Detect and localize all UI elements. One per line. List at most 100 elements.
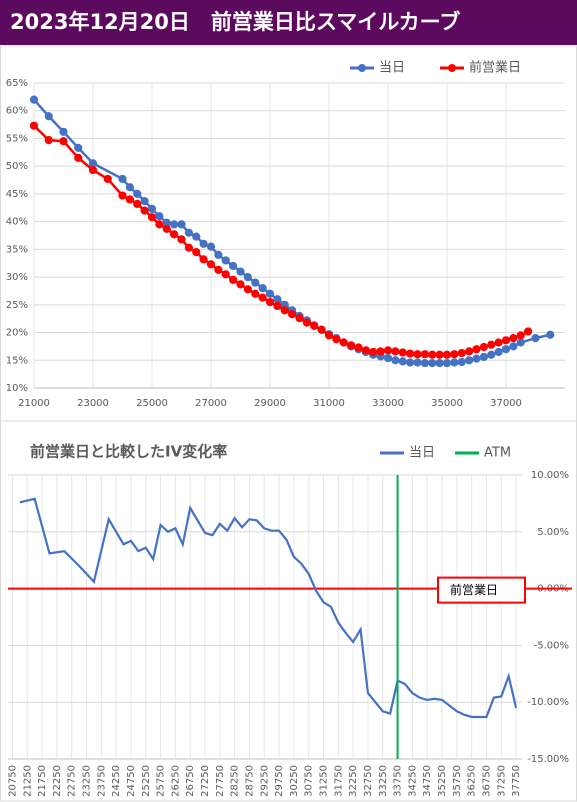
marker [391,347,400,356]
marker [494,347,503,357]
x-tick-label: 37750 [511,765,522,797]
x-tick-label: 28750 [244,765,255,797]
marker [435,350,444,359]
marker [59,137,68,146]
marker [332,335,341,344]
marker [147,213,157,222]
x-tick-label: 23250 [82,765,93,797]
x-tick-label: 31750 [333,765,344,797]
marker [243,285,252,294]
marker [229,275,238,284]
reference-box [437,576,526,604]
marker [133,199,142,208]
y-tick-label: 65% [6,78,28,89]
marker [140,197,149,206]
marker [125,183,134,192]
marker [236,267,245,276]
x-tick-label: 35750 [452,765,463,797]
marker [428,358,437,368]
legend-label: 当日 [379,61,405,76]
marker [59,127,68,136]
marker [501,345,511,354]
marker [420,350,429,359]
x-tick-label: 32250 [348,765,359,797]
x-tick-label: 25750 [156,765,167,797]
marker [516,338,525,347]
marker [273,301,282,311]
marker [29,95,39,104]
marker [251,289,260,298]
x-tick-label: 21250 [22,765,33,797]
y-tick-label: 5.00% [537,527,569,538]
x-tick-label: 35000 [431,398,463,409]
y-tick-label: 10.00% [531,470,569,481]
marker [184,243,193,252]
marker [251,278,260,287]
marker [199,239,208,248]
marker [442,358,452,368]
x-tick-label: 23750 [96,765,107,797]
marker [140,206,149,215]
marker [125,195,134,204]
legend-label: 前営業日 [469,60,521,76]
marker [155,220,164,229]
marker [465,347,474,356]
x-tick-label: 37250 [496,765,507,797]
marker [265,297,275,307]
y-tick-label: 60% [6,106,28,117]
marker [531,333,540,343]
marker [428,350,437,359]
marker [206,260,216,269]
x-tick-label: 26250 [170,765,181,797]
x-tick-label: 33250 [378,765,389,797]
marker [472,345,481,354]
x-tick-label: 20750 [7,765,18,797]
marker [472,354,481,363]
marker [501,336,511,345]
marker [516,331,525,340]
y-tick-label: 50% [6,161,28,172]
x-tick-label: 29250 [259,765,270,797]
x-tick-label: 37000 [490,398,522,409]
marker [88,165,98,175]
marker [391,356,400,365]
marker [524,327,533,336]
marker [258,293,267,302]
marker [487,350,496,359]
chart-title: 前営業日と比較したIV変化率 [30,443,227,461]
marker [162,224,171,233]
marker [118,191,127,200]
marker [339,338,348,347]
marker [133,189,142,199]
marker [118,174,127,184]
x-tick-label: 31000 [313,398,345,409]
marker [265,289,275,298]
marker [44,112,53,121]
x-tick-label: 26750 [185,765,196,797]
legend-marker [358,64,366,72]
marker [406,358,415,367]
y-tick-label: 15% [6,355,28,366]
marker [450,358,459,367]
x-tick-label: 34250 [407,765,418,797]
marker [457,348,466,358]
x-tick-label: 30250 [289,765,300,797]
x-tick-label: 35250 [437,765,448,797]
marker [155,211,164,221]
marker [103,174,112,184]
marker [258,284,267,293]
x-tick-label: 36750 [481,765,492,797]
marker [369,347,378,357]
marker [177,235,186,244]
y-tick-label: -15.00% [527,754,569,765]
x-tick-label: 22250 [52,765,63,797]
marker [317,325,326,334]
marker [199,255,208,264]
legend-label: 当日 [409,446,435,461]
marker [177,220,186,229]
x-tick-label: 24250 [111,765,122,797]
page-title: 2023年12月20日 前営業日比スマイルカーブ [10,10,460,34]
marker [509,333,518,343]
marker [74,153,83,162]
